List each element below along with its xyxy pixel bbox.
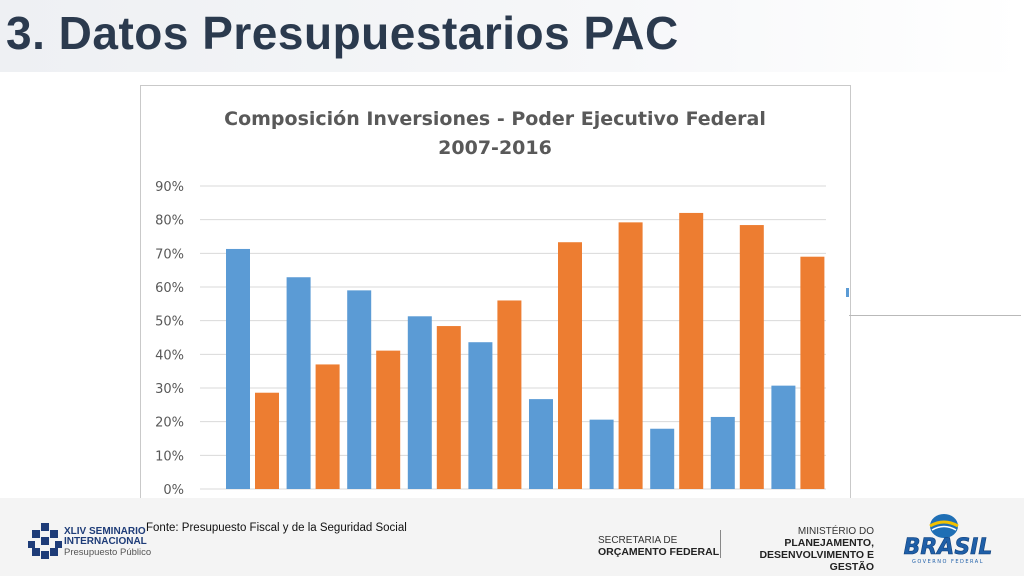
bar-pac-2012 <box>558 242 582 489</box>
y-tick-label: 10% <box>155 449 184 464</box>
bar-demais-2011 <box>468 342 493 489</box>
bar-demais-2015 <box>710 416 735 489</box>
secretaria-line-1: SECRETARIA DE <box>598 535 678 546</box>
footer-divider <box>720 530 721 558</box>
footer-band <box>0 498 1024 576</box>
legend: DemaisPAC <box>846 288 849 297</box>
ministerio-line-1: MINISTÉRIO DO <box>797 526 874 537</box>
bar-demais-2010 <box>407 316 432 489</box>
bar-pac-2013 <box>618 222 643 490</box>
source-note: Fonte: Presupuesto Fiscal y de la Seguri… <box>146 522 407 534</box>
bar-demais-2012 <box>529 399 553 489</box>
bar-pac-2007 <box>255 392 279 489</box>
y-tick-label: 90% <box>155 180 184 195</box>
bar-pac-2010 <box>436 326 461 489</box>
seminar-line-3: Presupuesto Público <box>64 547 152 558</box>
brasil-logo-icon: BRASIL GOVERNO FEDERAL <box>903 514 993 565</box>
ministerio-line-2: PLANEJAMENTO, <box>784 537 874 549</box>
ministerio-text: MINISTÉRIO DO PLANEJAMENTO, DESENVOLVIME… <box>714 526 874 573</box>
seminar-line-1: XLIV SEMINARIO <box>64 526 146 537</box>
seminar-line-2: INTERNACIONAL <box>64 536 147 547</box>
seminar-text: XLIV SEMINARIO INTERNACIONAL Presupuesto… <box>64 526 152 559</box>
chart-title: Composición Inversiones - Poder Ejecutiv… <box>224 108 766 130</box>
bar-demais-2013 <box>589 419 614 489</box>
bar-demais-2016 <box>771 385 796 489</box>
side-rule <box>849 315 1021 316</box>
brasil-logo-text: BRASIL <box>904 535 993 560</box>
slide-title: 3. Datos Presupuestarios PAC <box>6 7 679 59</box>
bar-demais-2009 <box>347 290 372 489</box>
ministerio-line-3: DESENVOLVIMENTO E GESTÃO <box>759 549 874 573</box>
bar-chart: Composición Inversiones - Poder Ejecutiv… <box>155 108 849 517</box>
bar-pac-2015 <box>739 225 764 489</box>
y-tick-label: 50% <box>155 315 184 330</box>
y-tick-label: 20% <box>155 416 184 431</box>
y-tick-label: 0% <box>163 483 184 498</box>
bar-pac-2009 <box>376 350 401 489</box>
bar-pac-2016 <box>800 256 825 489</box>
y-tick-label: 60% <box>155 281 184 296</box>
brasil-logo-sub: GOVERNO FEDERAL <box>912 559 984 565</box>
legend-swatch <box>846 288 849 297</box>
seminar-logo-icon <box>28 523 62 559</box>
title-band <box>0 0 1024 72</box>
bar-demais-2008 <box>286 277 311 489</box>
bar-demais-2014 <box>650 428 675 489</box>
chart-subtitle: 2007-2016 <box>438 137 552 159</box>
bar-pac-2008 <box>315 364 340 489</box>
y-tick-label: 70% <box>155 247 184 262</box>
y-tick-labels: 0% 10% 20% 30% 40% 50% 60% 70% 80% 90% <box>155 180 184 498</box>
bar-demais-2007 <box>226 248 250 489</box>
y-tick-label: 80% <box>155 214 184 229</box>
secretaria-text: SECRETARIA DE ORÇAMENTO FEDERAL <box>598 535 719 558</box>
y-tick-label: 30% <box>155 382 184 397</box>
bar-pac-2014 <box>679 212 704 489</box>
y-tick-label: 40% <box>155 348 184 363</box>
secretaria-line-2: ORÇAMENTO FEDERAL <box>598 546 720 558</box>
bars <box>226 212 825 490</box>
bar-pac-2011 <box>497 300 522 489</box>
